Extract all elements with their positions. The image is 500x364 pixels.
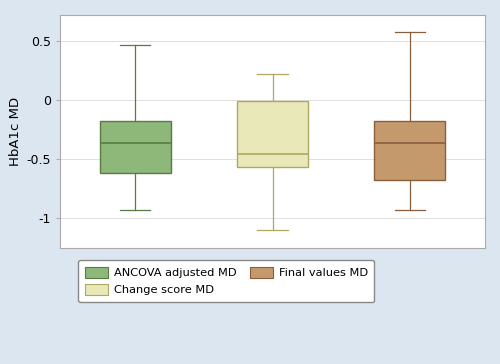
Y-axis label: HbA1c MD: HbA1c MD — [10, 96, 22, 166]
Legend: ANCOVA adjusted MD, Change score MD, Final values MD: ANCOVA adjusted MD, Change score MD, Fin… — [78, 260, 374, 302]
Bar — [100, 121, 171, 173]
Bar — [237, 101, 308, 167]
Bar — [374, 121, 445, 180]
